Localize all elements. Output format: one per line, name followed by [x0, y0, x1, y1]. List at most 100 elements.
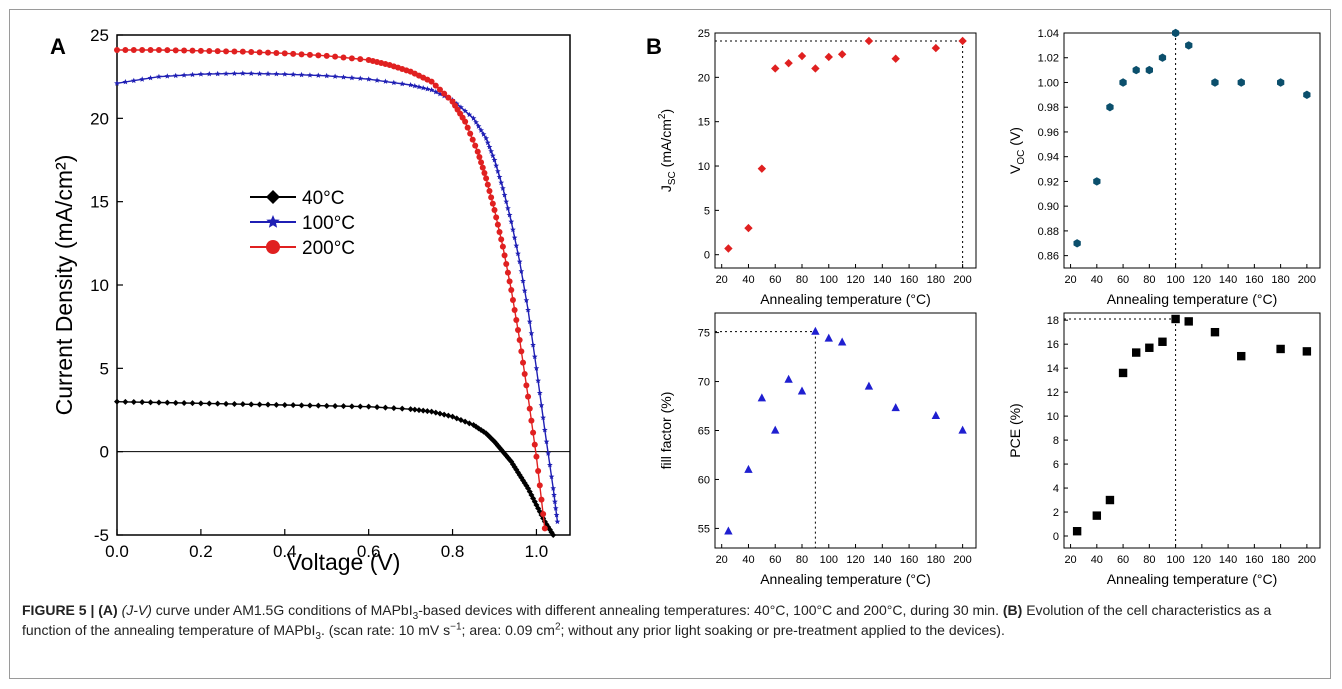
series-point-1: [466, 111, 473, 118]
series-point-1: [491, 157, 498, 163]
series-point-1: [521, 287, 528, 294]
series-point-0: [357, 403, 364, 410]
caption-jv: (J-V): [121, 602, 152, 618]
caption-part6: ; without any prior light soaking or pre…: [560, 622, 1005, 638]
figure-caption: FIGURE 5 | (A) (J-V) curve under AM1.5G …: [22, 600, 1322, 641]
y-label-rest: (V): [1007, 127, 1023, 150]
series-point-1: [114, 80, 120, 86]
series-point-1: [214, 70, 221, 77]
series-point-1: [493, 162, 499, 169]
data-point: [1145, 343, 1154, 352]
series-point-1: [488, 148, 494, 154]
x-tick-label: 100: [1166, 274, 1184, 286]
x-tick-label: 80: [1143, 554, 1155, 566]
series-point-2: [340, 54, 347, 61]
series-point-1: [545, 450, 551, 456]
chart-a: 0.0 0.2 0.4 0.6 0.8 1.0 -5 0 5 10 15 20 25 Voltage (V…: [51, 26, 571, 575]
chart-b4: 20 40 60 80 100 120 140 160 180 200 0 2 4 6 8 10 12 14 16 1…: [1007, 312, 1321, 587]
series-point-2: [273, 50, 280, 56]
series-point-2: [290, 50, 297, 57]
series-point-1: [462, 108, 468, 114]
series-point-2: [441, 90, 448, 97]
series-point-0: [416, 407, 422, 414]
data-point: [1303, 90, 1311, 99]
series-point-2: [206, 48, 213, 54]
data-point: [1184, 317, 1193, 326]
plot-frame-a: [116, 34, 571, 536]
series-point-2: [513, 317, 520, 323]
series-point-2: [155, 47, 162, 53]
y-tick-label: 12: [1047, 387, 1059, 399]
series-point-1: [553, 512, 560, 518]
series-point-0: [432, 409, 439, 416]
series-point-1: [552, 505, 559, 511]
y-label-sup: 2: [657, 113, 668, 119]
x-axis-label: Annealing temperature (°C): [1107, 291, 1278, 307]
data-point: [1106, 103, 1114, 112]
series-point-1: [164, 73, 171, 79]
x-tick-label: 100: [1166, 554, 1184, 566]
series-point-2: [436, 86, 443, 93]
x-axis-label: Annealing temperature (°C): [760, 291, 931, 307]
y-label-rest: (mA/cm: [658, 119, 674, 171]
series-point-1: [332, 73, 338, 79]
x-tick-label: 160: [900, 554, 918, 566]
series-point-2: [526, 405, 533, 412]
series-point-2: [499, 243, 506, 250]
series-point-1: [542, 427, 548, 433]
series-point-1: [547, 462, 553, 468]
x-axis-label-a: Voltage (V): [287, 549, 401, 575]
series-point-1: [470, 115, 477, 121]
caption-sup1: −1: [450, 621, 462, 633]
x-tick-label: 160: [900, 274, 918, 286]
y-axis-label-a: Current Density (mA/cm²): [51, 155, 77, 416]
x-tick-label: 140: [873, 554, 891, 566]
series-point-0: [441, 411, 448, 418]
series-line-2: [117, 49, 546, 529]
series-point-0: [206, 400, 213, 407]
series-point-0: [340, 403, 347, 410]
series-point-1: [473, 119, 479, 125]
series-point-1: [523, 297, 530, 303]
data-point: [837, 337, 847, 346]
y-label-main: PCE (%): [1007, 403, 1023, 457]
series-point-2: [518, 348, 525, 355]
series-point-0: [197, 400, 204, 407]
series-point-1: [551, 492, 557, 498]
series-point-2: [147, 47, 154, 53]
x-tick-label-a: 0.0: [105, 542, 129, 561]
series-point-2: [514, 327, 521, 333]
y-label-end: ): [658, 109, 674, 114]
data-point: [837, 50, 847, 59]
data-point: [1119, 78, 1127, 87]
series-point-1: [543, 438, 550, 445]
y-tick-label: 0.98: [1038, 102, 1059, 114]
data-point: [1132, 348, 1141, 357]
series-point-0: [231, 401, 238, 407]
series-point-1: [374, 77, 380, 83]
series-point-1: [399, 80, 406, 87]
series-point-1: [535, 377, 541, 384]
series-point-0: [550, 532, 557, 538]
series-point-2: [265, 49, 271, 56]
y-tick-label: 0.88: [1038, 226, 1059, 238]
series-point-1: [407, 82, 414, 88]
y-tick-label-a: 5: [100, 359, 109, 378]
y-tick-label: 10: [1047, 411, 1059, 423]
x-tick-label-a: 1.0: [525, 542, 549, 561]
series-point-1: [506, 212, 513, 218]
series-point-2: [506, 278, 513, 285]
series-point-1: [548, 473, 555, 480]
series-point-2: [509, 297, 516, 303]
x-tick-label: 40: [1091, 274, 1103, 286]
series-line-0: [116, 401, 554, 536]
caption-sup2: 2: [554, 621, 561, 633]
series-point-2: [481, 170, 488, 176]
series-point-1: [528, 330, 535, 336]
series-point-0: [445, 412, 452, 419]
series-point-2: [508, 287, 515, 293]
series-point-1: [432, 89, 439, 95]
series-point-1: [510, 226, 516, 233]
series-point-1: [412, 83, 418, 89]
x-tick-label: 60: [1117, 554, 1129, 566]
